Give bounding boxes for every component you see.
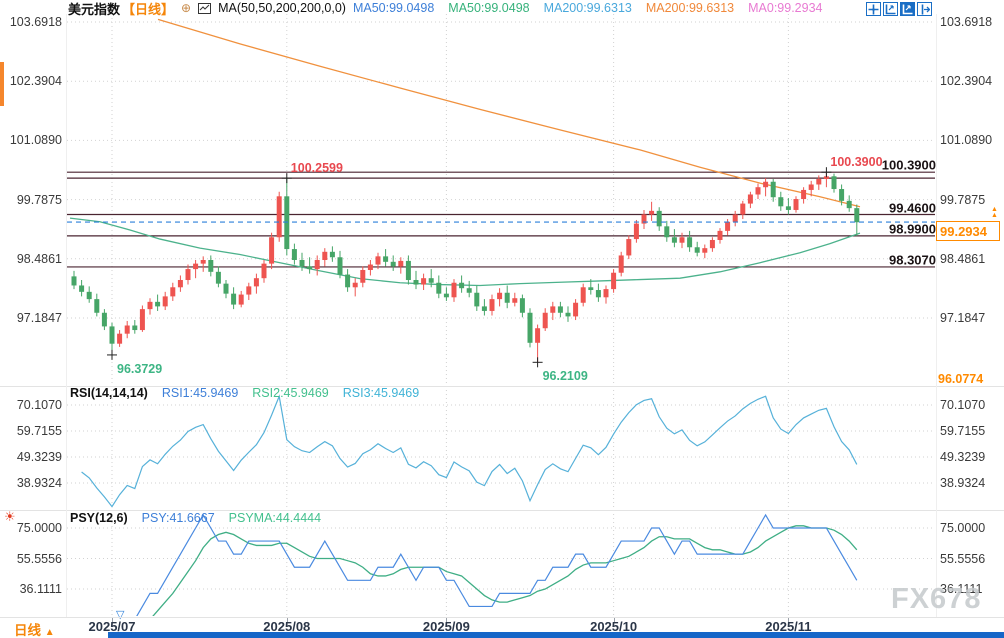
month-axis-label: 2025/08 <box>263 619 311 634</box>
rsi-axis-label-right: 49.3239 <box>940 449 986 464</box>
price-axis-label-right: 101.0890 <box>940 133 993 148</box>
timeframe-selector[interactable]: 日线 ▲ <box>14 619 55 638</box>
price-axis-label-left: 97.1847 <box>16 311 62 325</box>
plot-right-border <box>936 14 937 617</box>
timeframe-badge[interactable]: 【日线】 <box>122 1 175 17</box>
psy-name: PSY(12,6) <box>70 511 128 525</box>
left-price-tab[interactable] <box>0 62 4 106</box>
rsi-axis-label-left: 70.1070 <box>16 398 62 412</box>
candles-series <box>71 172 860 363</box>
rsi-name: RSI(14,14,14) <box>70 386 148 400</box>
rsi-value: RSI3:45.9469 <box>342 386 420 400</box>
psy-axis-label-right: 75.0000 <box>940 521 986 535</box>
swing-price-label: 96.2109 <box>542 369 588 384</box>
ma-value: MA0:99.2934 <box>748 1 823 15</box>
level-price-label: 98.9900 <box>889 221 936 237</box>
ma-value: MA200:99.6313 <box>645 1 735 15</box>
axis-marker-icon: ▽ <box>116 609 125 621</box>
month-axis-tick <box>788 618 790 622</box>
psy-axis-label-left: 75.0000 <box>16 521 62 535</box>
rsi-values: RSI1:45.9469 RSI2:45.9469 RSI3:45.9469 <box>162 386 419 400</box>
swing-price-label: 96.3729 <box>117 361 163 376</box>
pane-min-label: 96.0774 <box>938 372 984 386</box>
timeframe-arrow-icon: ▲ <box>44 627 55 638</box>
ma-formula: MA(50,50,200,200,0,0) <box>218 1 346 15</box>
swing-price-label: 100.3900 <box>830 155 883 170</box>
psy-axis-label-right: 55.5556 <box>940 551 986 566</box>
price-axis-label-left: 99.7875 <box>16 192 62 207</box>
rsi-axis-label-right: 70.1070 <box>940 398 986 412</box>
indicator-panel-icon[interactable] <box>198 2 212 14</box>
exit-fullscreen-icon[interactable] <box>917 2 932 16</box>
price-axis-label-right: 102.3904 <box>940 74 993 89</box>
timeline-scrollbar[interactable] <box>108 632 1004 638</box>
swing-price-label: 100.2599 <box>290 161 343 176</box>
price-axis-label-left: 98.4861 <box>16 251 62 266</box>
psy-value: PSY:41.6667 <box>141 511 215 525</box>
chart-toolbar <box>866 2 932 16</box>
price-axis-label-left: 101.0890 <box>9 133 62 148</box>
level-price-label: 100.3900 <box>881 157 936 173</box>
ma-value: MA50:99.0498 <box>352 1 435 15</box>
psy-header: PSY(12,6) PSY:41.6667 PSYMA:44.4444 <box>70 511 321 525</box>
rsi-header: RSI(14,14,14) RSI1:45.9469 RSI2:45.9469 RS… <box>70 386 419 400</box>
price-axis-label-right: 103.6918 <box>940 15 993 29</box>
psy-values: PSY:41.6667 PSYMA:44.4444 <box>142 511 321 525</box>
pane-separator <box>0 386 1004 387</box>
pane-separator <box>0 617 1004 618</box>
rsi-value: RSI1:45.9469 <box>161 386 239 400</box>
month-axis-label: 2025/10 <box>590 619 638 634</box>
month-axis-label: 2025/11 <box>765 619 812 634</box>
current-price-box: 99.2934 <box>936 221 1000 241</box>
month-axis-label: 2025/09 <box>422 619 470 634</box>
level-price-label: 99.4600 <box>889 200 936 215</box>
timeframe-label: 日线 <box>14 623 41 638</box>
month-axis-tick <box>613 618 615 622</box>
rsi-axis-label-left: 49.3239 <box>16 449 62 464</box>
ma-value: MA200:99.6313 <box>543 1 632 15</box>
month-axis-tick <box>286 618 288 622</box>
price-axis-label-right: 98.4861 <box>940 251 986 266</box>
rsi-axis-label-right: 38.9324 <box>940 475 986 490</box>
rsi-axis-label-right: 59.7155 <box>940 423 986 438</box>
rsi-value: RSI2:45.9469 <box>252 386 329 400</box>
ma-values: MA50:99.0498 MA50:99.0498 MA200:99.6313 MA2… <box>353 1 823 15</box>
pane-separator <box>0 510 1004 511</box>
current-price-value: 99.2934 <box>940 223 987 239</box>
price-up-arrows-icon: ▲ ▲ <box>991 206 998 219</box>
chart-header: 美元指数 【日线】 ⊕ MA(50,50,200,200,0,0) MA50:9… <box>68 1 823 17</box>
ma-value: MA50:99.0498 <box>448 1 530 15</box>
plot-left-border <box>66 14 67 617</box>
psy-line <box>136 513 858 616</box>
add-indicator-icon[interactable]: ⊕ <box>181 1 192 15</box>
level-price-label: 98.3070 <box>889 252 936 268</box>
swing-markers <box>107 167 832 368</box>
psy-axis-label-left: 36.1111 <box>19 582 62 597</box>
settings-sun-icon[interactable]: ☀ <box>4 509 16 524</box>
psy-axis-label-left: 55.5556 <box>16 551 62 566</box>
price-axis-label-left: 103.6918 <box>9 15 62 29</box>
symbol-title: 美元指数 <box>68 1 121 17</box>
month-axis-tick <box>446 618 448 622</box>
axis-zoom-icon[interactable] <box>883 2 898 16</box>
rsi-axis-label-left: 59.7155 <box>16 423 62 438</box>
rsi-line <box>81 394 858 508</box>
price-levels <box>67 171 935 268</box>
pan-crosshair-icon[interactable] <box>866 2 881 16</box>
month-axis-label: 2025/07 <box>88 619 136 634</box>
price-axis-label-right: 97.1847 <box>940 311 986 325</box>
watermark: FX678 <box>891 583 982 615</box>
ma200-line <box>157 18 861 208</box>
axis-scale-icon[interactable] <box>900 2 915 16</box>
price-axis-label-left: 102.3904 <box>9 74 62 89</box>
psy-axis-label-right: 36.1111 <box>940 582 983 597</box>
month-axis-tick <box>112 618 113 622</box>
price-axis-label-right: 99.7875 <box>940 192 986 207</box>
rsi-axis-label-left: 38.9324 <box>16 475 62 490</box>
psy-value: PSYMA:44.4444 <box>228 511 322 525</box>
gridlines <box>67 14 935 616</box>
